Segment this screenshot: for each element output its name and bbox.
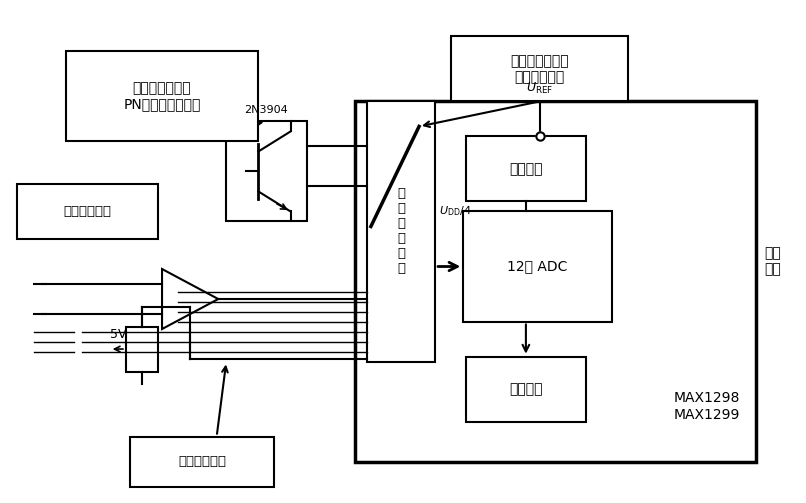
Text: 内臂温度传感器
测量本地温度: 内臂温度传感器 测量本地温度 [510,54,569,84]
FancyBboxPatch shape [18,184,158,239]
Text: 2N3904: 2N3904 [244,106,289,116]
Text: $U_{\rm REF}$: $U_{\rm REF}$ [526,81,553,97]
Text: MAX1298
MAX1299: MAX1298 MAX1299 [674,391,741,422]
FancyBboxPatch shape [126,326,158,372]
Text: 串行
接口: 串行 接口 [764,246,781,277]
Text: $U_{\rm DD}/4$: $U_{\rm DD}/4$ [439,204,472,218]
FancyBboxPatch shape [355,102,756,462]
Text: 12位 ADC: 12位 ADC [507,260,567,274]
FancyBboxPatch shape [463,211,612,321]
FancyBboxPatch shape [130,437,275,486]
FancyBboxPatch shape [226,121,306,221]
Text: 测量单端电压: 测量单端电压 [178,455,226,468]
Text: 测量差分电压: 测量差分电压 [64,205,112,218]
FancyBboxPatch shape [451,36,628,102]
Text: 5V: 5V [110,327,126,341]
FancyBboxPatch shape [367,102,435,362]
Text: 多
路
转
换
开
关: 多 路 转 换 开 关 [397,188,405,276]
Text: 内部基准: 内部基准 [509,162,542,176]
FancyBboxPatch shape [466,136,586,202]
Text: 仅用一个简单的
PN结测量远程温度: 仅用一个简单的 PN结测量远程温度 [123,81,201,112]
FancyBboxPatch shape [65,51,259,141]
Text: 内部时钟: 内部时钟 [509,382,542,396]
FancyBboxPatch shape [466,357,586,422]
